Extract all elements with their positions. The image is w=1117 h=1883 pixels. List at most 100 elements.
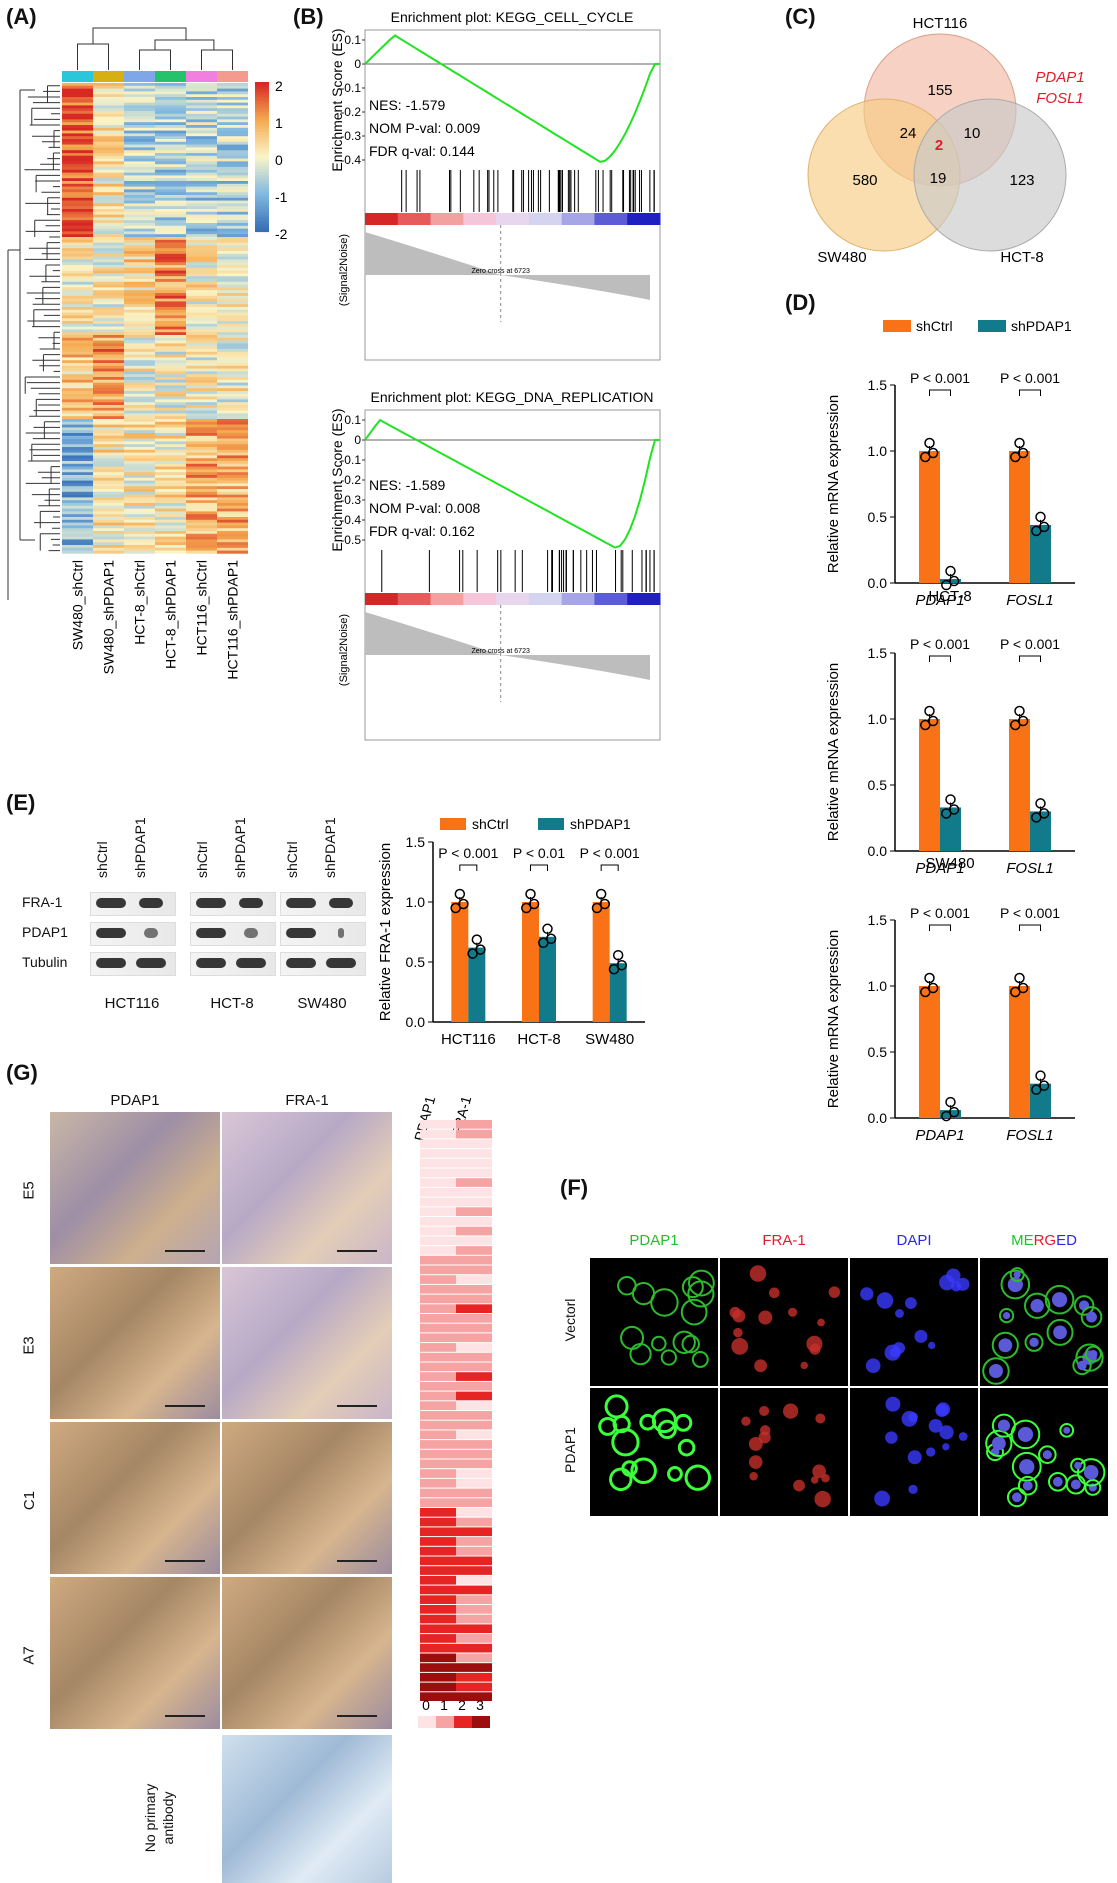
venn-count: 10 [964,125,981,142]
sample-color-swatch [124,71,155,82]
es-tick: -0.2 [340,105,361,119]
heatmap-cell [124,127,155,131]
heatmap-cell [124,211,155,215]
heatmap-cell [186,393,217,397]
heatmap-cell [186,550,217,554]
heat-cell-pdap1 [420,1226,456,1236]
heatmap-cell [186,167,217,171]
heatmap-cell [217,444,248,448]
heatmap-cell [217,279,248,283]
heatmap-cell [155,304,186,308]
heat-cell-fra1 [456,1643,492,1653]
heat-cell-pdap1 [420,1527,456,1537]
heatmap-cell [155,547,186,551]
rank-axis-sub: (Signal2Noise) [338,234,350,306]
gsea-title: Enrichment plot: KEGG_DNA_REPLICATION [371,389,654,405]
heat-cell-fra1 [456,1314,492,1323]
heatmap-cell [62,237,93,241]
heatmap-cell [93,287,124,291]
heatmap-cell [155,321,186,325]
ihc-case-label: A7 [20,1646,38,1665]
y-tick-label: 0.5 [868,509,888,525]
heatmap-cell [217,153,248,157]
heatmap-cell [124,209,155,213]
rank-strip [430,213,464,225]
heatmap-cell [217,326,248,330]
heatmap-cell [62,508,93,512]
heatmap-cell [186,536,217,540]
heatmap-cell [155,144,186,148]
cell-membrane [985,1429,1013,1458]
heatmap-cell [124,284,155,288]
heatmap-cell [155,119,186,123]
heatmap-cell [93,382,124,386]
y-tick-label: 1.5 [868,377,888,393]
heatmap-cell [217,533,248,537]
heatmap-cell [124,214,155,218]
y-tick-label: 0.0 [868,575,888,591]
heatmap-cell [62,298,93,302]
heatmap-cell [186,290,217,294]
protein-band [329,898,353,908]
cell-nucleus [758,1310,773,1325]
heatmap-cell [124,133,155,137]
heatmap-cell [155,466,186,470]
heatmap-cell [186,158,217,162]
heatmap-cell [186,88,217,92]
heatmap-cell [217,452,248,456]
heatmap-cell [217,315,248,319]
heatmap-cell [217,206,248,210]
heatmap-cell [217,217,248,221]
cell-nucleus [1022,1480,1033,1491]
cell-membrane [991,1413,1016,1438]
heatmap-cell [155,377,186,381]
heatmap-cell [93,427,124,431]
sig-bracket [1019,389,1041,396]
if-image [850,1388,978,1516]
cell-nucleus [988,1364,1003,1379]
heatmap-cell [93,536,124,540]
heatmap-cell [62,175,93,179]
heatmap-cell [62,234,93,238]
heatmap-cell [155,265,186,269]
protein-band [96,898,126,908]
cell-nucleus [1086,1311,1097,1323]
protein-band [326,958,356,968]
heatmap-cell [93,200,124,204]
heat-cell-pdap1 [420,1672,456,1682]
heatmap-cell [155,153,186,157]
heatmap-cell [186,164,217,168]
heatmap-cell [124,234,155,238]
heatmap-cell [62,368,93,372]
heatmap-cell [124,85,155,89]
heatmap-cell [155,525,186,529]
if-channel-header: PDAP1 [629,1232,679,1249]
heatmap-cell [155,528,186,532]
heatmap-cell [62,480,93,484]
cell-nucleus [1017,1426,1034,1442]
heatmap-cell [62,225,93,229]
cell-nucleus [741,1416,751,1426]
protein-band [136,958,166,968]
x-tick-label: HCT116 [441,1031,496,1048]
heatmap-cell [186,295,217,299]
heatmap-cell [62,351,93,355]
heatmap-cell [93,116,124,120]
heat-cell-fra1 [456,1614,492,1624]
heatmap-cell [93,340,124,344]
heatmap-cell [93,321,124,325]
heatmap-cell [62,517,93,521]
heatmap-cell [155,486,186,490]
heatmap-cell [93,265,124,269]
heatmap-cell [93,130,124,134]
heatmap-cell [186,136,217,140]
heat-cell-pdap1 [420,1566,456,1575]
cell-membrane [684,1464,712,1491]
heatmap-cell [155,130,186,134]
heatmap-cell [155,371,186,375]
data-point [599,898,611,910]
heatmap-cell [93,85,124,89]
heatmap-cell [155,522,186,526]
heatmap-cell [93,357,124,361]
cell-nucleus [1070,1479,1081,1490]
